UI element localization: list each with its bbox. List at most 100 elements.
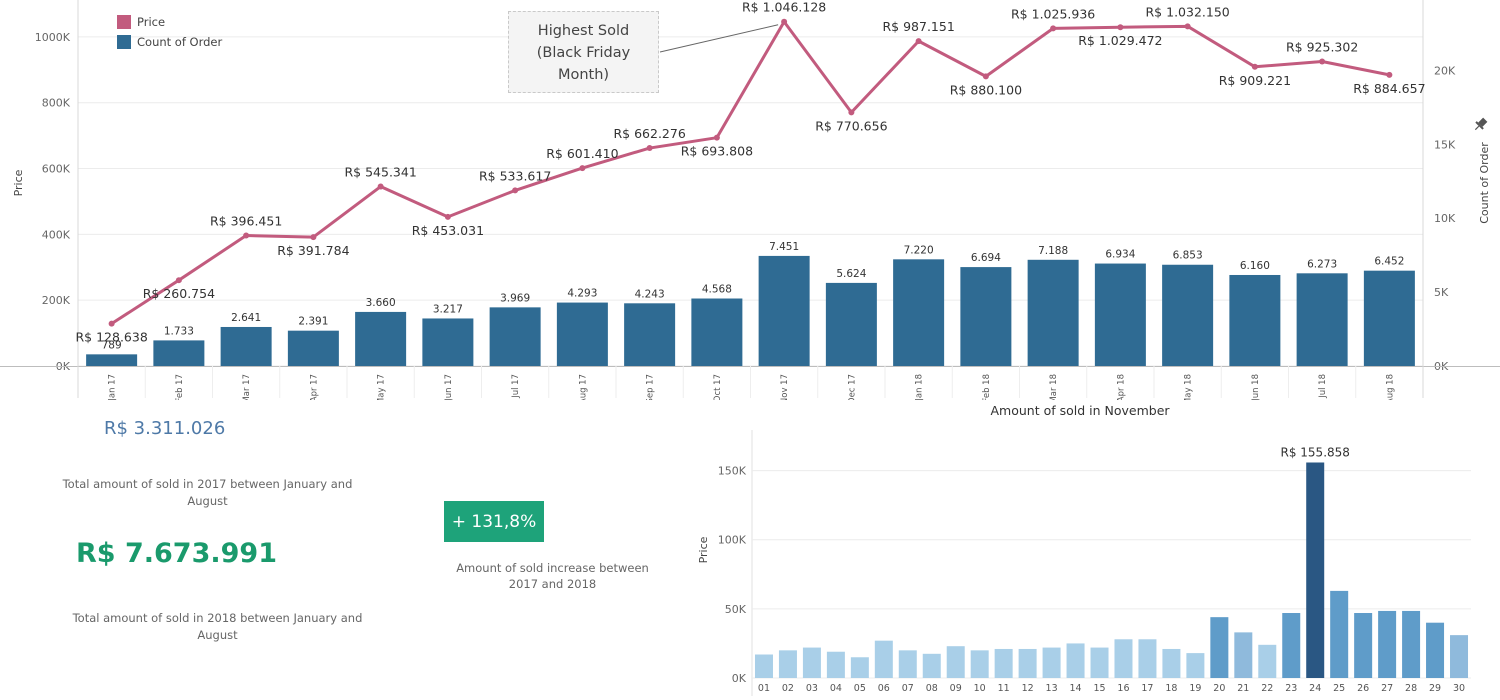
price-point: [512, 187, 519, 194]
x-tick-label: Feb 17: [175, 374, 185, 400]
order-bar: [355, 311, 407, 366]
y2-axis-title: Count of Order: [1478, 142, 1491, 224]
kpi-2018-value: R$ 7.673.991: [76, 538, 277, 569]
november-bar: [1114, 639, 1133, 678]
november-x-tick-label: 10: [974, 683, 986, 694]
x-tick-label: Sep 17: [646, 374, 656, 400]
november-x-tick-label: 07: [902, 683, 914, 694]
order-bar: [287, 330, 339, 366]
y-tick-label: 800K: [42, 97, 71, 110]
x-tick-label: Feb 18: [982, 374, 992, 400]
november-x-tick-label: 03: [806, 683, 818, 694]
order-bar: [1162, 264, 1214, 366]
order-bar-label: 3.660: [366, 297, 396, 309]
order-bar: [422, 318, 474, 366]
price-point-label: R$ 391.784: [277, 243, 349, 258]
order-bar: [960, 267, 1012, 366]
price-point: [1050, 25, 1057, 32]
november-bar: [1042, 647, 1061, 678]
order-bar-label: 3.217: [433, 303, 463, 315]
x-tick-label: Apr 17: [309, 374, 319, 400]
november-x-tick-label: 05: [854, 683, 866, 694]
price-point-label: R$ 260.754: [143, 286, 215, 301]
annotation-leader: [659, 24, 779, 53]
order-bar: [1229, 274, 1281, 366]
november-bar: [1258, 644, 1277, 678]
price-point-label: R$ 693.808: [681, 144, 753, 159]
price-point-label: R$ 1.025.936: [1011, 6, 1095, 21]
november-bar: [802, 647, 821, 678]
november-bar: [1426, 622, 1445, 678]
order-bar-label: 6.273: [1307, 258, 1337, 270]
order-bar-label: 6.934: [1105, 249, 1135, 261]
x-tick-label: Aug 18: [1385, 374, 1395, 400]
november-x-tick-label: 14: [1070, 683, 1082, 694]
y-tick-label: 400K: [42, 228, 71, 241]
price-point: [175, 277, 182, 284]
y-tick-label: 600K: [42, 163, 71, 176]
order-bar-label: 7.220: [904, 244, 934, 256]
november-x-tick-label: 21: [1237, 683, 1249, 694]
price-point: [579, 165, 586, 172]
price-point-label: R$ 987.151: [882, 19, 954, 34]
november-x-tick-label: 29: [1429, 683, 1441, 694]
november-bar: [1186, 653, 1205, 678]
november-bar: [1306, 462, 1325, 678]
price-point: [444, 213, 451, 220]
november-x-tick-label: 01: [758, 683, 770, 694]
price-point: [982, 73, 989, 80]
legend-swatch: [117, 35, 131, 49]
price-point-label: R$ 396.451: [210, 214, 282, 229]
november-x-tick-label: 27: [1381, 683, 1393, 694]
november-x-tick-label: 04: [830, 683, 842, 694]
kpi-2017-value: R$ 3.311.026: [104, 418, 226, 439]
order-bar: [1296, 273, 1348, 366]
order-bar-label: 789: [102, 339, 122, 351]
november-bar: [1450, 635, 1469, 678]
y-tick-label: 1000K: [35, 31, 71, 44]
price-point-label: R$ 128.638: [75, 330, 147, 345]
legend-label: Count of Order: [137, 35, 223, 49]
x-tick-label: Jan 17: [108, 374, 118, 400]
order-bar-label: 2.391: [298, 316, 328, 328]
x-tick-label: Jul 17: [511, 374, 521, 399]
november-bar: [754, 654, 773, 678]
price-point: [310, 234, 317, 241]
order-bar: [556, 302, 608, 366]
order-bar-label: 6.853: [1173, 250, 1203, 262]
november-y-tick-label: 50K: [725, 603, 747, 616]
november-bar: [1090, 647, 1109, 678]
november-x-tick-label: 25: [1333, 683, 1345, 694]
november-bar: [1354, 613, 1373, 678]
november-x-tick-label: 12: [1022, 683, 1034, 694]
increase-label: Amount of sold increase between 2017 and…: [456, 561, 649, 591]
increase-badge: + 131,8%: [444, 501, 544, 542]
x-tick-label: Jan 18: [915, 374, 925, 400]
november-y-tick-label: 150K: [718, 465, 747, 478]
price-point-label: R$ 770.656: [815, 118, 887, 133]
price-point-label: R$ 880.100: [950, 82, 1022, 97]
november-x-tick-label: 17: [1141, 683, 1153, 694]
order-bar-label: 5.624: [836, 268, 866, 280]
legend: Price Count of Order: [117, 15, 223, 49]
y2-tick-label: 5K: [1434, 286, 1449, 299]
order-bar: [86, 354, 138, 366]
november-bar: [922, 653, 941, 678]
price-line: [110, 20, 1390, 325]
november-x-tick-label: 24: [1309, 683, 1321, 694]
november-bar: [946, 646, 965, 678]
order-bar-label: 2.641: [231, 312, 261, 324]
kpi-2017-label: Total amount of sold in 2017 between Jan…: [62, 477, 353, 508]
november-x-tick-label: 20: [1213, 683, 1225, 694]
november-bar: [898, 650, 917, 678]
price-point: [243, 232, 250, 239]
november-bar: [778, 650, 797, 678]
november-bar: [1234, 632, 1253, 678]
november-bar: [1402, 610, 1421, 678]
november-bar: [1162, 648, 1181, 678]
order-bar: [153, 340, 205, 366]
x-tick-label: Jun 17: [444, 374, 454, 400]
x-tick-label: Nov 17: [780, 374, 790, 400]
november-bar: [1282, 613, 1301, 678]
price-point-label: R$ 1.029.472: [1078, 33, 1162, 48]
